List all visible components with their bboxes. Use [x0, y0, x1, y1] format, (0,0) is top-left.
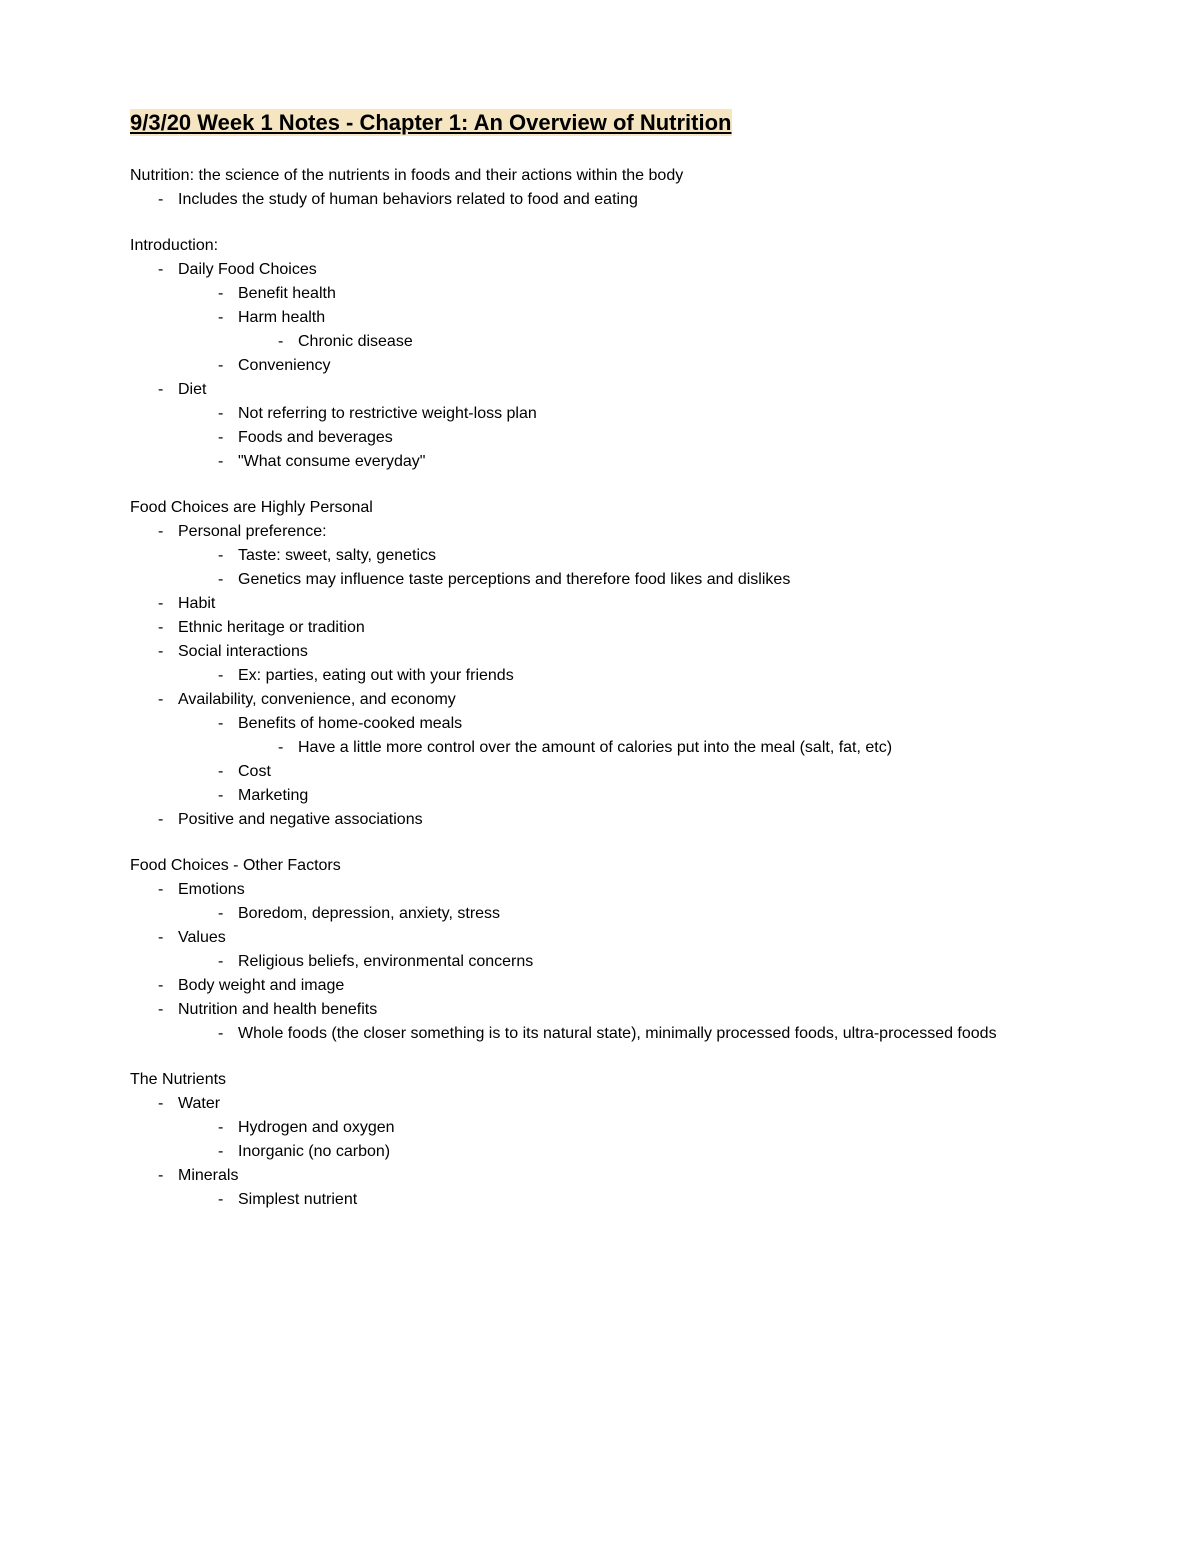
outline-line: Taste: sweet, salty, genetics — [130, 544, 1070, 568]
outline-line: Benefit health — [130, 282, 1070, 306]
outline-line: Have a little more control over the amou… — [130, 736, 1070, 760]
outline-line: Food Choices are Highly Personal — [130, 496, 1070, 520]
document-section: Introduction:Daily Food ChoicesBenefit h… — [130, 234, 1070, 474]
outline-line: Chronic disease — [130, 330, 1070, 354]
outline-line: The Nutrients — [130, 1068, 1070, 1092]
outline-line: Availability, convenience, and economy — [130, 688, 1070, 712]
document-title: 9/3/20 Week 1 Notes - Chapter 1: An Over… — [130, 109, 732, 136]
outline-line: Benefits of home-cooked meals — [130, 712, 1070, 736]
outline-line: Personal preference: — [130, 520, 1070, 544]
outline-line: Marketing — [130, 784, 1070, 808]
outline-line: Food Choices - Other Factors — [130, 854, 1070, 878]
outline-line: Body weight and image — [130, 974, 1070, 998]
outline-line: Habit — [130, 592, 1070, 616]
outline-line: Boredom, depression, anxiety, stress — [130, 902, 1070, 926]
outline-line: Not referring to restrictive weight-loss… — [130, 402, 1070, 426]
outline-line: Emotions — [130, 878, 1070, 902]
outline-line: Genetics may influence taste perceptions… — [130, 568, 1070, 592]
document-content: Nutrition: the science of the nutrients … — [130, 164, 1070, 1212]
document-section: Nutrition: the science of the nutrients … — [130, 164, 1070, 212]
outline-line: Hydrogen and oxygen — [130, 1116, 1070, 1140]
outline-line: Whole foods (the closer something is to … — [130, 1022, 1070, 1046]
outline-line: Includes the study of human behaviors re… — [130, 188, 1070, 212]
outline-line: Harm health — [130, 306, 1070, 330]
outline-line: Water — [130, 1092, 1070, 1116]
outline-line: Social interactions — [130, 640, 1070, 664]
outline-line: Daily Food Choices — [130, 258, 1070, 282]
outline-line: Nutrition: the science of the nutrients … — [130, 164, 1070, 188]
outline-line: Simplest nutrient — [130, 1188, 1070, 1212]
document-section: Food Choices are Highly PersonalPersonal… — [130, 496, 1070, 832]
outline-line: Nutrition and health benefits — [130, 998, 1070, 1022]
outline-line: Conveniency — [130, 354, 1070, 378]
outline-line: "What consume everyday" — [130, 450, 1070, 474]
outline-line: Minerals — [130, 1164, 1070, 1188]
document-section: Food Choices - Other FactorsEmotionsBore… — [130, 854, 1070, 1046]
outline-line: Ethnic heritage or tradition — [130, 616, 1070, 640]
outline-line: Introduction: — [130, 234, 1070, 258]
outline-line: Cost — [130, 760, 1070, 784]
outline-line: Ex: parties, eating out with your friend… — [130, 664, 1070, 688]
document-section: The NutrientsWaterHydrogen and oxygenIno… — [130, 1068, 1070, 1212]
title-wrapper: 9/3/20 Week 1 Notes - Chapter 1: An Over… — [130, 110, 1070, 136]
outline-line: Religious beliefs, environmental concern… — [130, 950, 1070, 974]
outline-line: Foods and beverages — [130, 426, 1070, 450]
outline-line: Inorganic (no carbon) — [130, 1140, 1070, 1164]
outline-line: Values — [130, 926, 1070, 950]
outline-line: Diet — [130, 378, 1070, 402]
outline-line: Positive and negative associations — [130, 808, 1070, 832]
